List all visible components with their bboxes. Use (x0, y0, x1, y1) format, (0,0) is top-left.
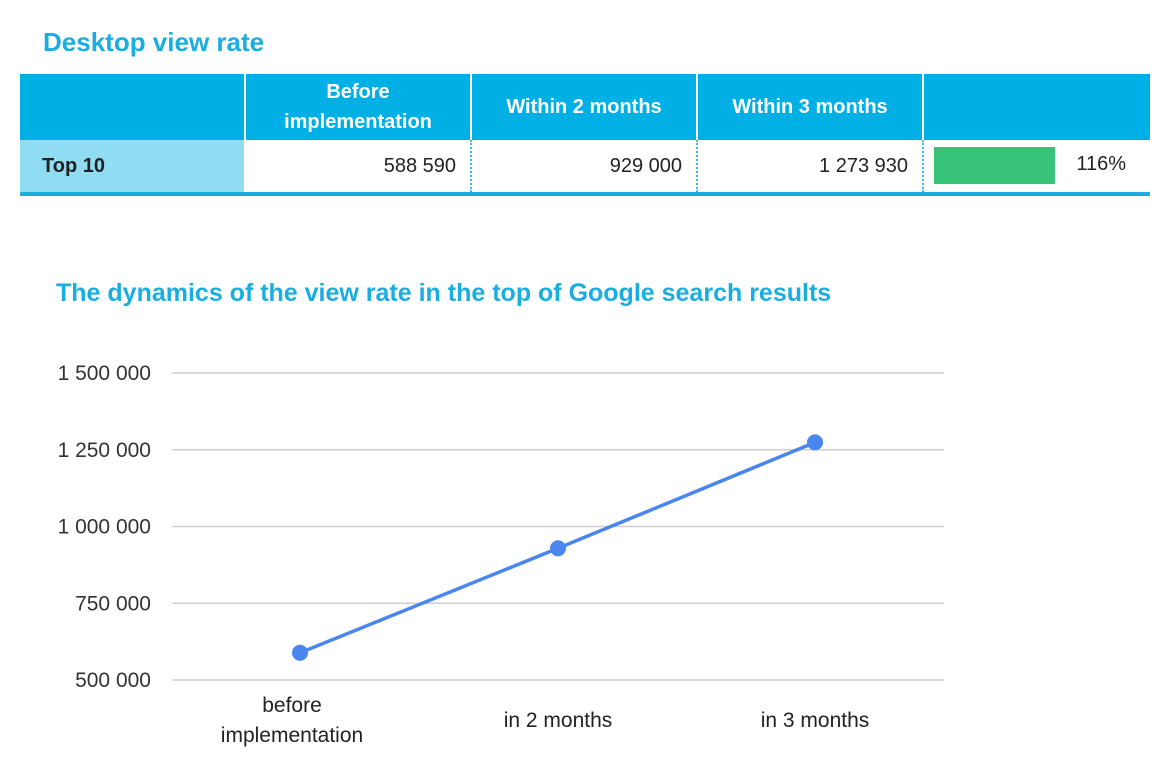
growth-bar (934, 147, 1055, 184)
table-title: Desktop view rate (43, 27, 265, 57)
cell-within-3: 1 273 930 (697, 140, 924, 196)
gridlines (172, 372, 944, 681)
y-tick-label: 1 000 000 (58, 516, 151, 539)
header-before-implementation: Before implementation (245, 74, 472, 140)
y-tick-label: 1 500 000 (58, 362, 151, 385)
header-growth (923, 74, 1150, 140)
row-label: Top 10 (20, 140, 246, 196)
view-rate-table: Before implementation Within 2 months Wi… (20, 74, 1150, 196)
y-tick-label: 500 000 (75, 669, 151, 692)
chart-title: The dynamics of the view rate in the top… (56, 279, 832, 307)
x-tick-label: in 3 months (761, 709, 870, 732)
cell-within-2: 929 000 (471, 140, 698, 196)
table-row: Top 10 588 590 929 000 1 273 930 116% (20, 140, 1150, 196)
series (292, 434, 823, 661)
x-tick-label: before implementation (221, 694, 363, 747)
data-point (807, 434, 823, 451)
data-point (550, 540, 566, 557)
header-within-2-months: Within 2 months (471, 74, 698, 140)
x-axis-categories: before implementation in 2 months in 3 mont… (221, 694, 869, 747)
y-tick-label: 1 250 000 (58, 439, 151, 462)
line-chart: 500 000 750 000 1 000 000 1 250 000 1 500 00… (58, 362, 944, 747)
cell-before: 588 590 (245, 140, 472, 196)
growth-label: 116% (1076, 153, 1126, 175)
y-tick-label: 750 000 (75, 592, 151, 615)
data-point (292, 644, 308, 661)
table-header-row: Before implementation Within 2 months Wi… (20, 74, 1150, 140)
x-tick-label: in 2 months (504, 709, 613, 732)
header-empty (20, 74, 246, 140)
header-within-3-months: Within 3 months (697, 74, 924, 140)
cell-growth: 116% (923, 140, 1150, 196)
y-axis-ticks: 500 000 750 000 1 000 000 1 250 000 1 500 00… (58, 362, 151, 692)
